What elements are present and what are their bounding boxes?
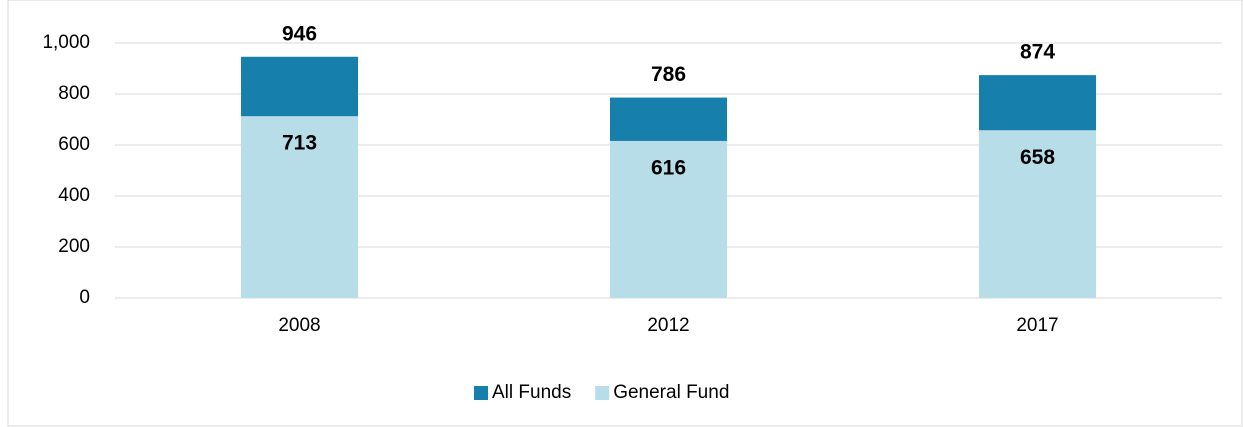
y-tick-label: 600 [58, 134, 90, 155]
legend-swatch [595, 386, 610, 400]
y-tick-label: 1,000 [42, 32, 90, 53]
data-label: 658 [1020, 146, 1055, 169]
legend-label: General Fund [613, 382, 729, 403]
chart-frame [7, 0, 1243, 427]
y-tick-label: 400 [58, 185, 90, 206]
legend-swatch [474, 386, 488, 400]
data-label: 946 [282, 22, 317, 45]
data-label: 786 [651, 63, 686, 86]
bar [979, 130, 1096, 298]
data-label: 874 [1020, 41, 1055, 64]
bar [241, 116, 358, 298]
bar [610, 140, 727, 298]
y-tick-label: 200 [58, 236, 90, 257]
x-tick-label: 2017 [1016, 315, 1058, 336]
x-tick-label: 2012 [647, 315, 689, 336]
legend-label: All Funds [492, 382, 571, 403]
y-tick-label: 0 [79, 287, 90, 308]
x-tick-label: 2008 [278, 315, 320, 336]
data-label: 616 [651, 156, 686, 179]
data-label: 713 [282, 132, 317, 155]
y-tick-label: 800 [58, 83, 90, 104]
